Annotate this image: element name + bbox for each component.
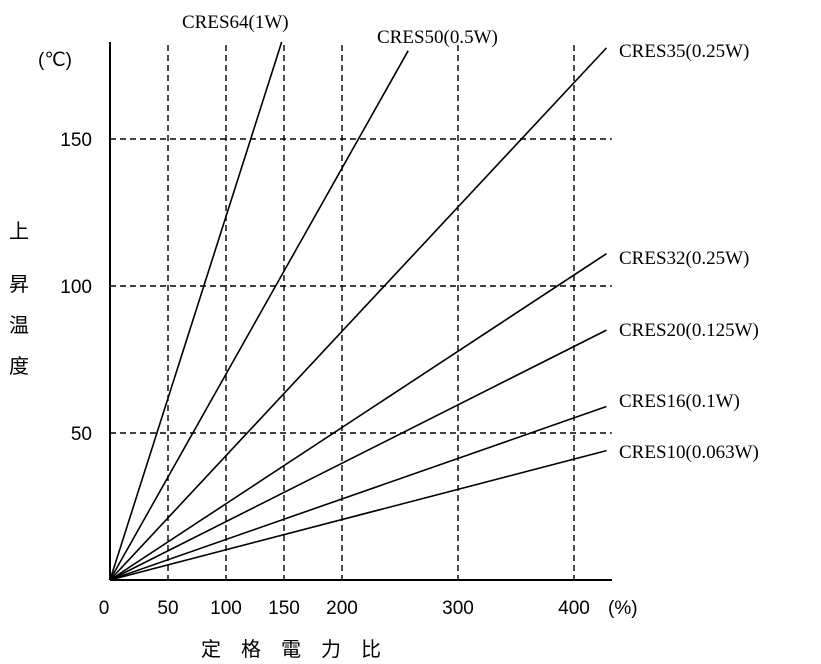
tick-labels: 0 50 100 150 200 300 400 50 100 150 [60,130,590,619]
y-unit-label: (℃) [38,50,72,71]
series-line-cres20-0-125w [109,329,607,581]
series-label-cres20-0-125w: CRES20(0.125W) [619,320,759,341]
series-label-cres32-0-25w: CRES32(0.25W) [619,248,749,269]
x-tick-label: 100 [210,598,242,619]
x-axis-title-char: 格 [241,637,261,661]
x-tick-label: 0 [99,598,110,619]
y-tick-label: 100 [60,277,92,298]
series-line-cres50-0-5w [109,50,409,581]
series-label-cres16-0-1w: CRES16(0.1W) [619,391,740,412]
series-labels: CRES64(1W) CRES50(0.5W) CRES35(0.25W) CRES3… [182,12,759,463]
x-tick-label: 200 [326,598,358,619]
y-tick-label: 50 [71,424,92,445]
x-axis-title-char: 比 [361,637,381,661]
x-axis-title-char: 定 [201,637,221,661]
x-axis-title: 定格電力比 [201,637,381,661]
series-line-cres32-0-25w [109,252,607,581]
series-line-cres35-0-25w [109,47,608,581]
x-unit-label: (%) [608,598,638,619]
x-axis-title-char: 力 [321,637,341,661]
x-tick-label: 50 [157,598,178,619]
y-tick-label: 150 [60,130,92,151]
y-axis-title-char: 上 [9,219,29,243]
series-line-cres64-1w [109,41,283,581]
axes [109,42,612,581]
x-tick-label: 150 [268,598,300,619]
y-axis-title-char: 温 [9,313,29,337]
series-label-cres50-0-5w: CRES50(0.5W) [377,27,498,48]
series-label-cres35-0-25w: CRES35(0.25W) [619,41,749,62]
x-tick-label: 300 [442,598,474,619]
series-line-cres10-0-063w [109,449,607,581]
x-axis-title-char: 電 [281,637,301,661]
series-lines [109,41,608,581]
series-label-cres64-1w: CRES64(1W) [182,12,289,33]
y-axis-title-char: 度 [9,354,29,378]
x-tick-label: 400 [558,598,590,619]
series-label-cres10-0-063w: CRES10(0.063W) [619,442,759,463]
series-line-cres16-0-1w [109,405,607,581]
y-axis-title-char: 昇 [9,272,29,296]
